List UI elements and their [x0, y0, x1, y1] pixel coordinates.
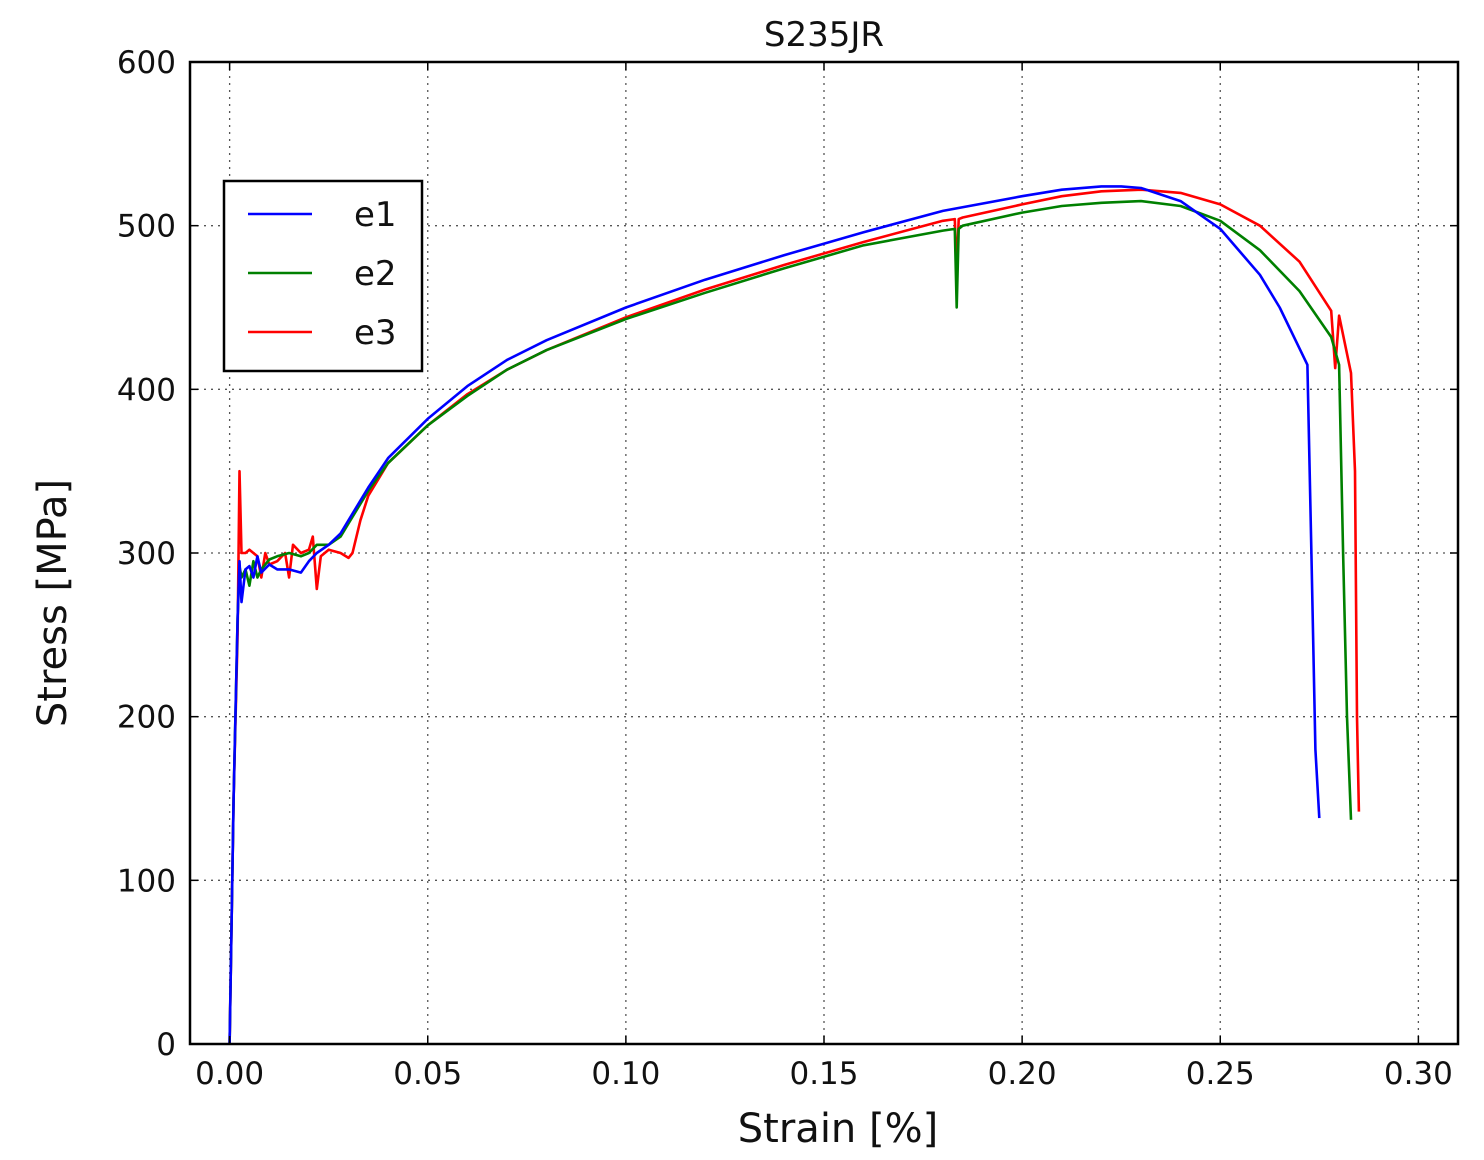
- y-tick-label: 600: [117, 45, 176, 81]
- y-tick-label: 300: [117, 536, 176, 572]
- x-axis-label: Strain [%]: [738, 1106, 938, 1152]
- legend: e1 e2 e3: [222, 179, 424, 373]
- chart-title: S235JR: [764, 15, 884, 55]
- legend-label-e3: e3: [354, 313, 397, 353]
- x-tick-label: 0.30: [1384, 1056, 1453, 1092]
- y-axis-label: Stress [MPa]: [30, 479, 76, 727]
- series-line-e1: [228, 185, 1321, 1045]
- x-tick-label: 0.20: [988, 1056, 1057, 1092]
- y-tick-label: 0: [156, 1027, 176, 1063]
- y-tick-label: 400: [117, 372, 176, 408]
- x-tick-label: 0.10: [591, 1056, 660, 1092]
- y-tick-label: 100: [117, 863, 176, 899]
- legend-label-e1: e1: [354, 195, 397, 235]
- legend-box: [222, 179, 424, 373]
- axis-ticks: 0.00 0.05 0.10 0.15 0.20 0.25 0.30 0 100 200 300 40…: [117, 45, 1458, 1092]
- x-tick-label: 0.05: [393, 1056, 462, 1092]
- legend-label-e2: e2: [354, 254, 397, 294]
- data-series: [228, 185, 1361, 1045]
- x-tick-label: 0.25: [1186, 1056, 1255, 1092]
- x-tick-label: 0.00: [195, 1056, 264, 1092]
- x-tick-label: 0.15: [789, 1056, 858, 1092]
- y-tick-label: 200: [117, 700, 176, 736]
- y-tick-label: 500: [117, 209, 176, 245]
